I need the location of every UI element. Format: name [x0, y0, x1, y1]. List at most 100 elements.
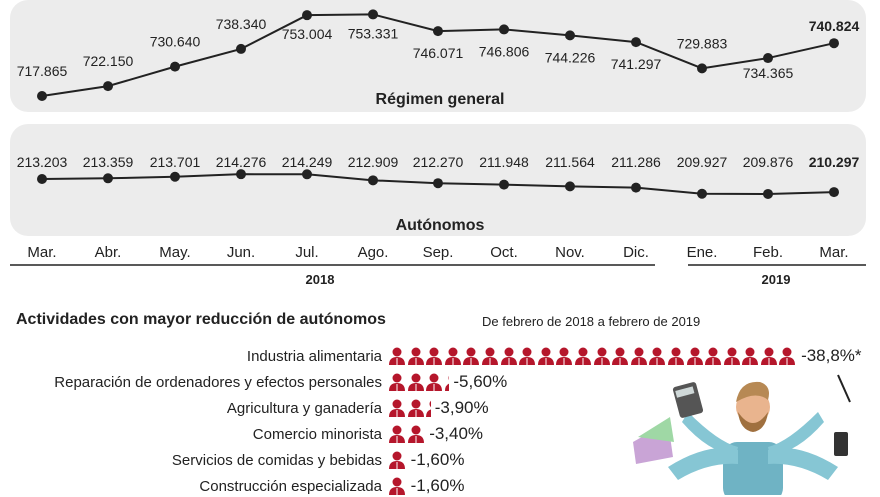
regimen-point [236, 43, 246, 54]
month-label: Feb. [753, 244, 783, 261]
autonomos-value-label: 214.249 [282, 154, 333, 170]
person-icon [630, 347, 647, 365]
person-icon [444, 347, 461, 365]
autonomos-value-label: 212.909 [348, 154, 399, 170]
person-icon [593, 347, 610, 365]
person-icon [407, 373, 424, 391]
activity-row: Construcción especializada -1,60% [0, 475, 880, 497]
autonomos-point [368, 175, 378, 186]
autonomos-point [829, 187, 839, 198]
regimen-point [499, 24, 509, 35]
person-icon [705, 347, 722, 365]
regimen-value-label: 740.824 [809, 18, 860, 34]
person-icon [388, 477, 405, 495]
activity-row: Industria alimentaria -38,8%* [0, 345, 880, 367]
person-icons: -3,40% [388, 424, 483, 444]
regimen-point [170, 61, 180, 72]
activity-percent: -1,60% [410, 450, 465, 469]
person-icon [760, 347, 777, 365]
regimen-value-label: 746.806 [479, 43, 530, 59]
regimen-point [763, 53, 773, 64]
regimen-value-label: 729.883 [677, 35, 728, 51]
activities-subtitle: De febrero de 2018 a febrero de 2019 [482, 314, 701, 329]
person-icon [574, 347, 591, 365]
activity-percent: -3,90% [434, 398, 489, 417]
person-icons: -1,60% [388, 450, 464, 470]
person-icon [407, 425, 424, 443]
activity-name: Comercio minorista [252, 425, 382, 443]
autonomos-value-label: 211.564 [545, 154, 595, 170]
line-charts: Régimen general Autónomos 717.865 722.150… [10, 0, 866, 287]
person-icon [388, 347, 405, 365]
activity-name: Servicios de comidas y bebidas [171, 451, 382, 469]
autonomos-point [302, 169, 312, 180]
autonomos-value-label: 209.927 [677, 154, 728, 170]
autonomos-title: Autónomos [396, 217, 485, 234]
person-icon [686, 347, 703, 365]
autonomos-point [37, 174, 47, 184]
regimen-value-label: 753.004 [282, 26, 333, 42]
activity-name: Agricultura y ganadería [226, 399, 382, 417]
person-icon [426, 401, 431, 417]
month-label: Mar. [819, 244, 848, 261]
activity-percent: -1,60% [410, 476, 465, 495]
person-icons: -1,60% [388, 476, 464, 496]
activity-name: Reparación de ordenadores y efectos pers… [54, 373, 382, 391]
activity-row: Servicios de comidas y bebidas -1,60% [0, 449, 880, 471]
person-icon [388, 373, 405, 391]
month-label: Jul. [295, 244, 318, 261]
person-icons: -5,60% [388, 372, 507, 392]
autonomos-value-label: 210.297 [809, 154, 860, 170]
regimen-point [368, 9, 378, 20]
autonomos-point [170, 171, 180, 182]
regimen-point [697, 63, 707, 74]
activity-percent: -38,8%* [801, 346, 862, 365]
regimen-value-label: 734.365 [743, 65, 794, 81]
person-icon [426, 347, 443, 365]
regimen-value-label: 741.297 [611, 56, 662, 72]
person-icon [612, 347, 629, 365]
year-label-2019: 2019 [762, 272, 791, 287]
person-icon [388, 399, 405, 417]
activity-row: Reparación de ordenadores y efectos pers… [0, 371, 880, 393]
person-icon [388, 451, 405, 469]
autonomos-point [499, 179, 509, 190]
activity-row: Comercio minorista -3,40% [0, 423, 880, 445]
activity-percent: -3,40% [429, 424, 484, 443]
autonomos-value-label: 209.876 [743, 154, 794, 170]
autonomos-point [236, 169, 246, 180]
autonomos-value-label: 214.276 [216, 154, 267, 170]
autonomos-value-label: 211.948 [479, 154, 529, 170]
month-label: Oct. [490, 244, 518, 261]
regimen-value-label: 753.331 [348, 25, 399, 41]
person-icon [779, 347, 796, 365]
autonomos-point [103, 173, 113, 184]
autonomos-value-label: 212.270 [413, 154, 464, 170]
person-icon [556, 347, 573, 365]
person-icon [463, 347, 480, 365]
person-icon [426, 373, 443, 391]
month-label: Sep. [423, 244, 454, 261]
regimen-value-label: 722.150 [83, 53, 134, 69]
person-icon [481, 347, 498, 365]
activity-percent: -5,60% [453, 372, 508, 391]
autonomos-point [697, 188, 707, 199]
person-icon [649, 347, 666, 365]
person-icon [388, 425, 405, 443]
regimen-point [37, 91, 47, 101]
person-icon [723, 347, 740, 365]
person-icons: -3,90% [388, 398, 489, 418]
year-label-2018: 2018 [306, 272, 335, 287]
autonomos-value-label: 213.203 [17, 154, 68, 170]
autonomos-value-label: 213.701 [150, 154, 201, 170]
activities-title: Actividades con mayor reducción de autón… [16, 311, 386, 328]
person-icon [519, 347, 536, 365]
regimen-value-label: 744.226 [545, 49, 596, 65]
regimen-point [433, 26, 443, 37]
month-label: Dic. [623, 244, 649, 261]
person-icon [444, 375, 450, 391]
regimen-panel [10, 0, 866, 112]
autonomos-point [565, 181, 575, 192]
autonomos-value-label: 213.359 [83, 154, 134, 170]
autonomos-point [631, 182, 641, 193]
